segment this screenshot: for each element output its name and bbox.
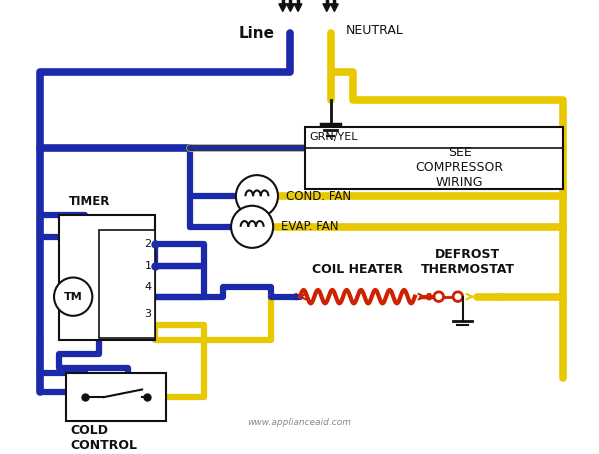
Text: COND. FAN: COND. FAN bbox=[286, 190, 351, 202]
Text: 3: 3 bbox=[144, 309, 152, 319]
Circle shape bbox=[236, 175, 278, 217]
Bar bbox=[305, 127, 563, 189]
Text: 1: 1 bbox=[144, 261, 152, 271]
Polygon shape bbox=[331, 4, 338, 11]
Text: 2: 2 bbox=[144, 239, 152, 249]
Text: EVAP. FAN: EVAP. FAN bbox=[281, 220, 338, 233]
Text: 4: 4 bbox=[144, 282, 152, 292]
Circle shape bbox=[434, 292, 443, 301]
Bar bbox=[65, 373, 166, 421]
Text: GRN/YEL: GRN/YEL bbox=[310, 132, 358, 142]
Text: COLD
CONTROL: COLD CONTROL bbox=[70, 424, 137, 452]
Text: www.applianceaid.com: www.applianceaid.com bbox=[247, 418, 352, 427]
Text: DEFROST
THERMOSTAT: DEFROST THERMOSTAT bbox=[420, 247, 515, 276]
Polygon shape bbox=[323, 4, 331, 11]
Text: COIL HEATER: COIL HEATER bbox=[312, 262, 403, 276]
Circle shape bbox=[453, 292, 462, 301]
Text: SEE
COMPRESSOR
WIRING: SEE COMPRESSOR WIRING bbox=[416, 147, 504, 189]
Text: TM: TM bbox=[64, 291, 83, 301]
Polygon shape bbox=[294, 4, 302, 11]
Circle shape bbox=[231, 206, 273, 248]
Text: Line: Line bbox=[239, 26, 275, 41]
Circle shape bbox=[54, 277, 92, 316]
Bar bbox=[59, 215, 155, 340]
Text: NEUTRAL: NEUTRAL bbox=[346, 24, 404, 37]
Bar bbox=[99, 230, 155, 338]
Polygon shape bbox=[286, 4, 294, 11]
Text: TIMER: TIMER bbox=[68, 195, 110, 207]
Polygon shape bbox=[279, 4, 286, 11]
